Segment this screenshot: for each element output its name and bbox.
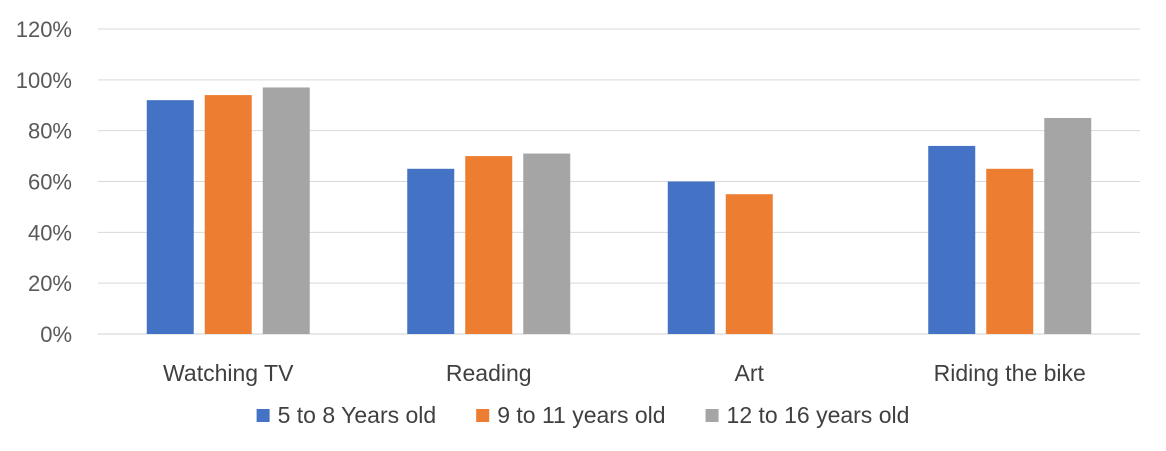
bar-2-art [725,194,773,334]
legend-swatch [705,409,719,422]
legend: 5 to 8 Years old 9 to 11 years old 12 to 1… [256,402,910,428]
legend-swatch [476,409,490,422]
x-category-label: Reading [446,360,532,386]
bar-3-watching-tv [262,87,310,334]
bar-1-watching-tv [146,100,194,335]
legend-label: 9 to 11 years old [497,402,665,428]
y-axis-ticks: 0% 20% 40% 60% 80% 100% 120% [16,17,72,347]
bars [146,87,1092,335]
legend-label: 5 to 8 Years old [278,402,437,428]
bar-3-riding-the-bike [1044,117,1092,334]
legend-swatch [256,409,270,422]
bar-2-riding-the-bike [986,168,1034,334]
gridlines [98,28,1140,335]
x-axis-categories: Watching TV Reading Art Riding the bike [163,360,1086,386]
bar-2-watching-tv [204,95,252,334]
x-category-label: Watching TV [163,360,294,386]
y-tick-label: 120% [16,17,72,42]
x-category-label: Riding the bike [934,360,1086,386]
bar-1-reading [407,168,455,334]
y-tick-label: 40% [28,220,72,245]
legend-label: 12 to 16 years old [727,402,910,428]
bar-2-reading [465,156,513,334]
y-tick-label: 20% [28,271,72,296]
y-tick-label: 80% [28,119,72,144]
bar-1-riding-the-bike [928,145,976,334]
bar-1-art [667,181,715,334]
y-tick-label: 0% [40,322,72,347]
y-tick-label: 60% [28,170,72,195]
bar-3-reading [523,153,571,334]
y-tick-label: 100% [16,68,72,93]
x-category-label: Art [735,360,765,386]
